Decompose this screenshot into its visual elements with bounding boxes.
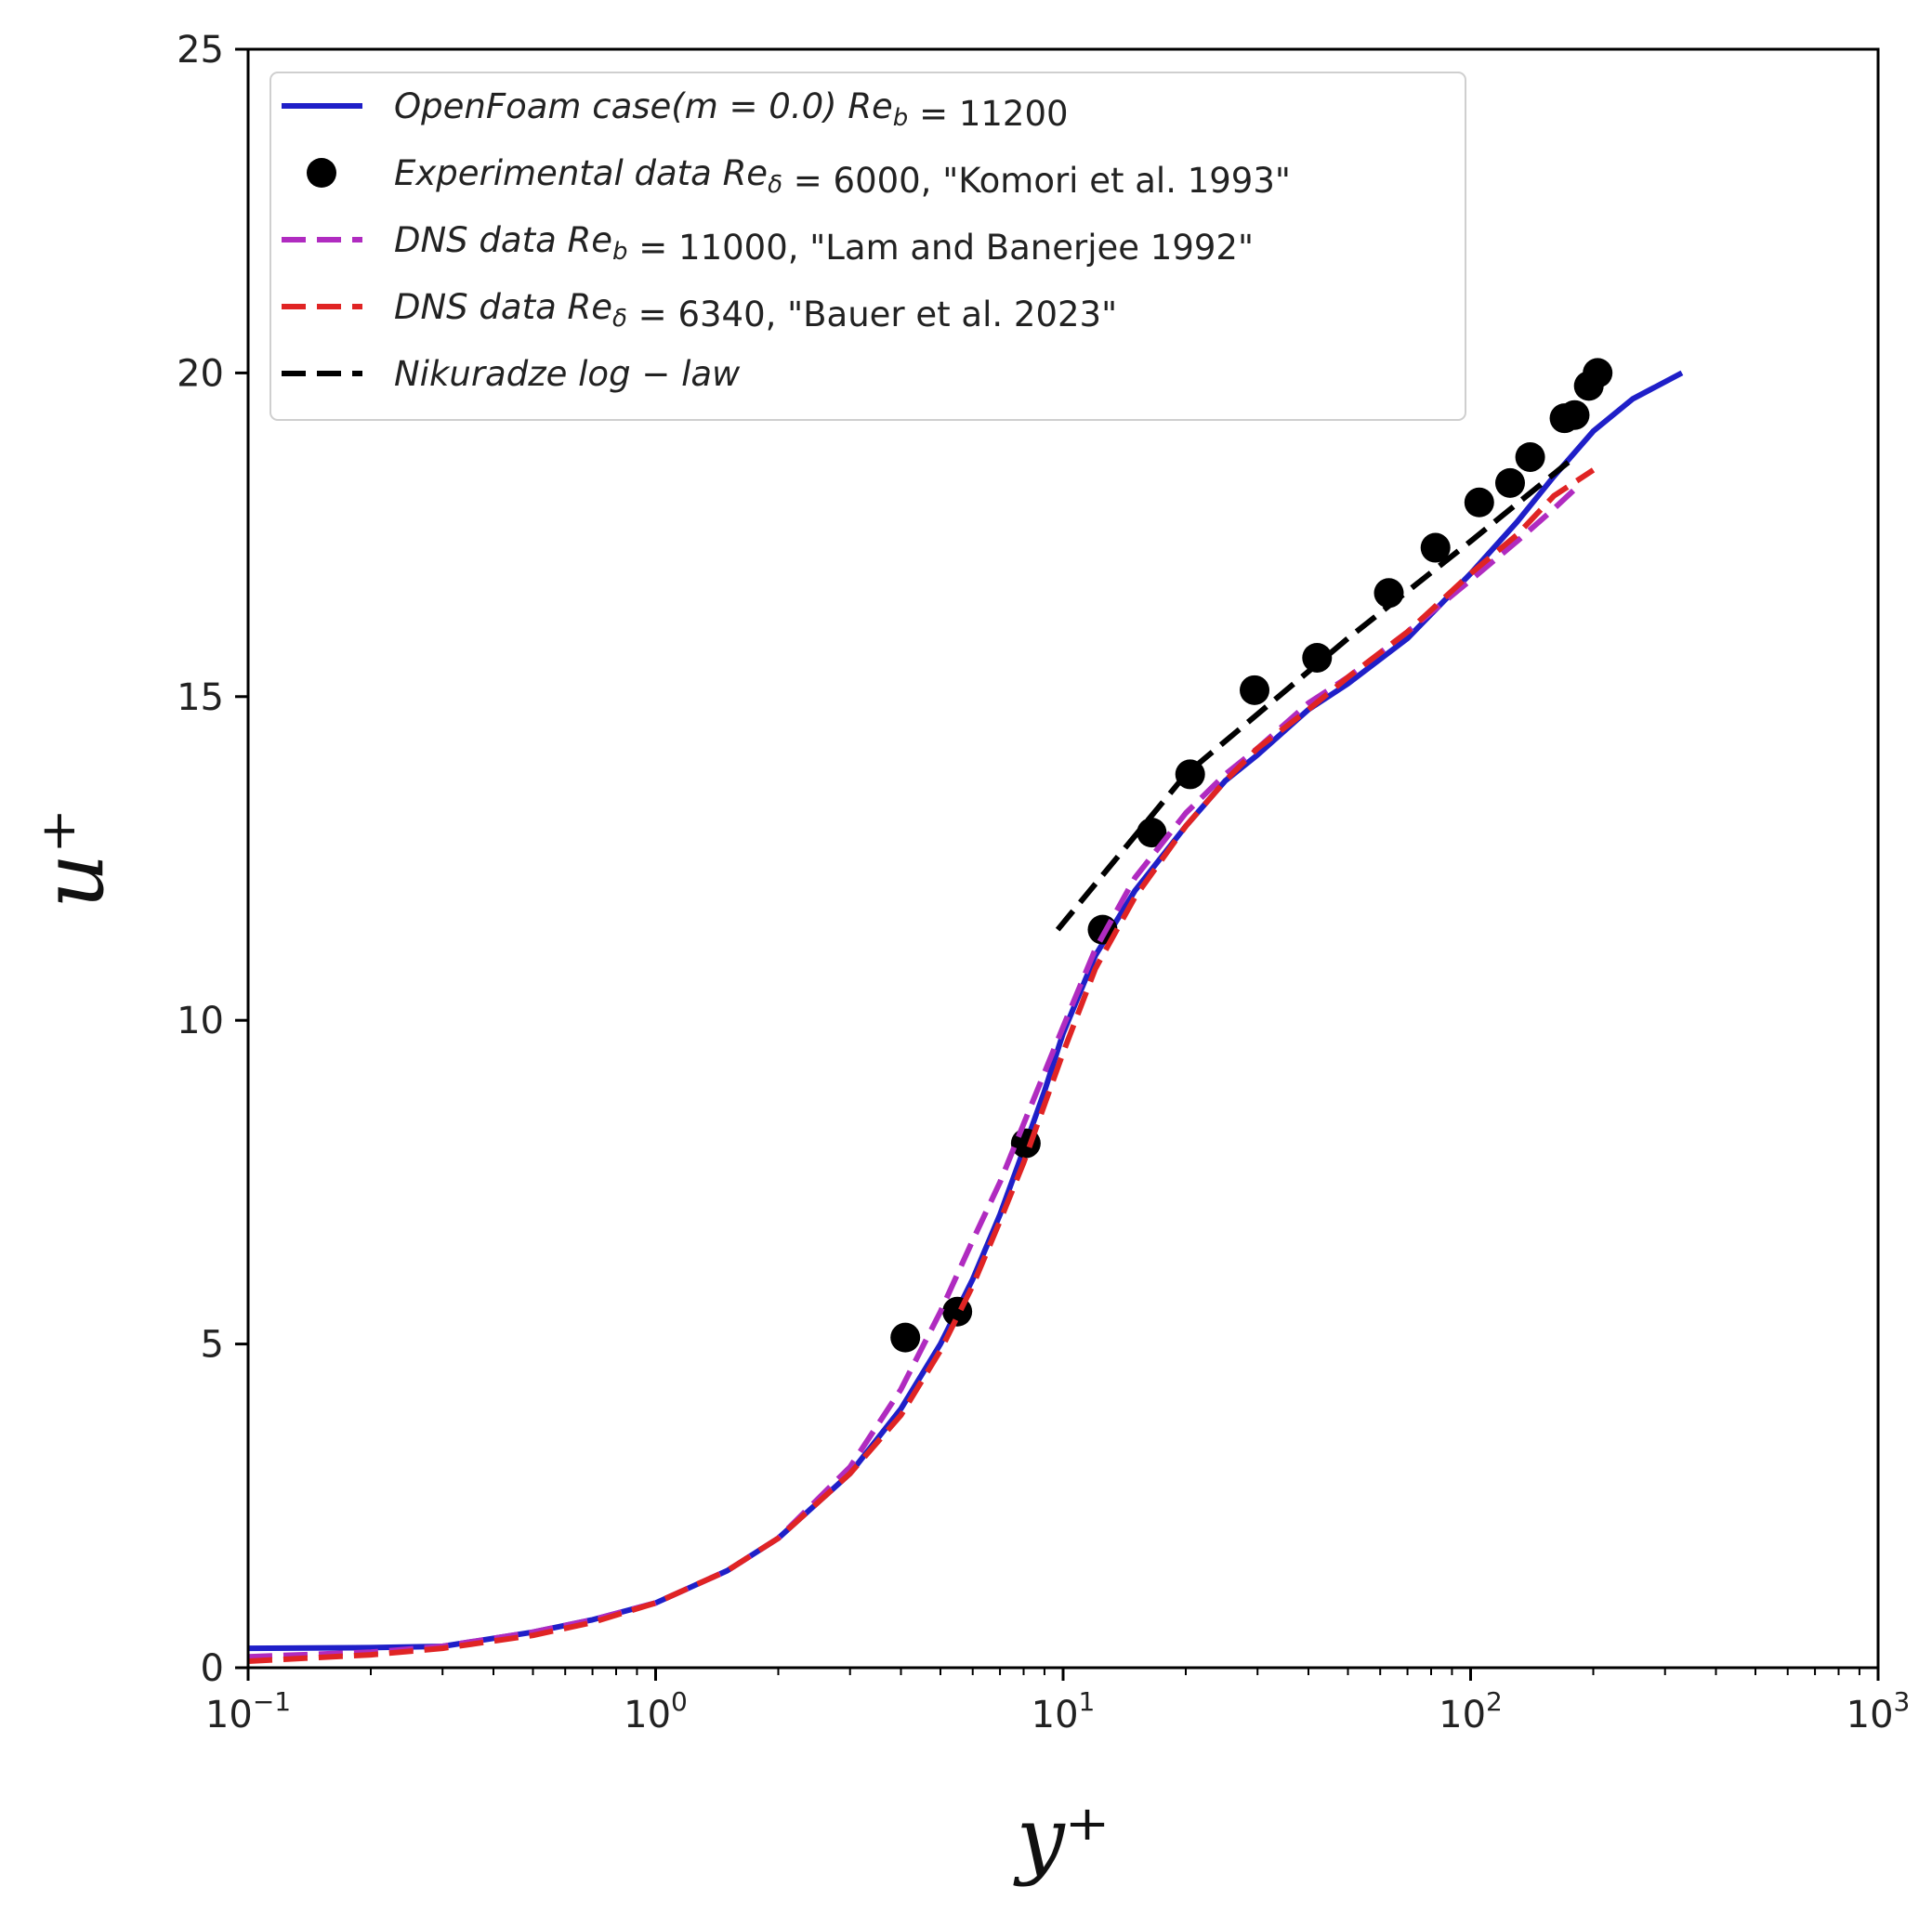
data-point [1302,642,1333,673]
series-1 [890,358,1613,1353]
legend-label: DNS data Reδ = 6340, "Bauer et al. 2023" [394,287,1117,334]
series-layer [247,358,1684,1664]
y-tick-label: 0 [201,1647,224,1690]
x-tick-label: 100 [624,1686,688,1736]
ticks-layer: 0 5 10 15 20 25 10−1 100 101 102 103 [177,29,1910,1736]
data-point [1515,441,1545,472]
x-tick-label: 103 [1847,1686,1911,1736]
data-point [1464,487,1494,518]
data-point [1420,532,1451,563]
series-line [247,467,1596,1664]
y-tick-label: 15 [177,676,224,719]
series-4 [1055,454,1577,932]
legend-entry: Experimental data Reδ = 6000, "Komori et… [307,153,1291,201]
data-point [1559,400,1590,430]
data-point [890,1322,921,1353]
series-0 [247,370,1684,1652]
y-tick-label: 10 [177,1000,224,1042]
legend: OpenFoam case(m = 0.0) Reb = 11200 Experi… [269,72,1466,421]
legend-entry: DNS data Reb = 11000, "Lam and Banerjee … [282,220,1254,268]
legend-box [269,72,1466,421]
legend-entry: DNS data Reδ = 6340, "Bauer et al. 2023" [282,287,1117,334]
data-point [1494,467,1525,498]
y-tick-label: 5 [201,1324,224,1367]
data-point [1583,358,1613,388]
y-axis-label: u⁺ [23,808,123,909]
x-tick-label: 101 [1032,1686,1096,1736]
y-tick-label: 25 [177,29,224,72]
y-tick-label: 20 [177,352,224,395]
x-tick-label: 102 [1439,1686,1503,1736]
series-line [247,370,1684,1652]
data-point [1137,818,1167,848]
legend-label: Nikuradze log − law [394,354,741,394]
legend-label: OpenFoam case(m = 0.0) Reb = 11200 [394,86,1069,134]
series-line [1055,454,1577,932]
x-tick-label: 10−1 [205,1686,291,1736]
data-point [1240,675,1270,705]
legend-label: Experimental data Reδ = 6000, "Komori et… [394,153,1291,201]
legend-label: DNS data Reb = 11000, "Lam and Banerjee … [394,220,1254,268]
legend-marker [307,158,336,188]
legend-entry: OpenFoam case(m = 0.0) Reb = 11200 [282,86,1069,134]
legend-entry: Nikuradze log − law [282,354,741,394]
x-axis-label: y⁺ [1013,1788,1111,1888]
series-3 [247,467,1596,1664]
